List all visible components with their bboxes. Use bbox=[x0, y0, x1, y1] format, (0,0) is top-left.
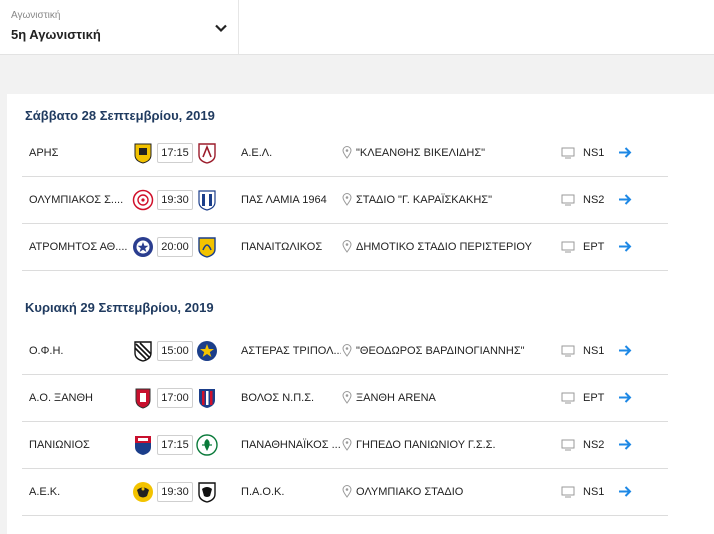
away-team: ΠΑΝΑΙΤΩΛΙΚΟΣ bbox=[241, 241, 323, 253]
panaitolikos-logo-icon bbox=[198, 237, 216, 258]
olympiacos-logo-icon bbox=[132, 189, 154, 211]
match-time: 17:15 bbox=[157, 435, 193, 455]
away-team: ΑΣΤΕΡΑΣ ΤΡΙΠΟΛ... bbox=[241, 345, 341, 357]
away-team: Α.Ε.Λ. bbox=[241, 147, 273, 159]
location-pin-icon bbox=[342, 485, 352, 498]
match-row: Ο.Φ.Η. 15:00 ΑΣΤΕΡΑΣ ΤΡΙΠΟΛ... "ΘΕΟΔΩΡΟΣ… bbox=[22, 328, 668, 375]
location-pin-icon bbox=[342, 193, 352, 206]
match-row: Α.Ε.Κ. 19:30 Π.Α.Ο.Κ. ΟΛΥΜΠΙΑΚΟ ΣΤΑΔΙΟ N… bbox=[22, 469, 668, 516]
tv-channel: ΕΡΤ bbox=[583, 392, 605, 404]
fixtures-panel: Σάββατο 28 Σεπτεμβρίου, 2019 ΑΡΗΣ 17:15 … bbox=[7, 94, 714, 534]
lamia-logo-icon bbox=[198, 190, 216, 211]
match-time: 17:15 bbox=[157, 143, 193, 163]
venue: ΟΛΥΜΠΙΑΚΟ ΣΤΑΔΙΟ bbox=[356, 486, 464, 498]
panionios-logo-icon bbox=[135, 436, 151, 455]
top-bar: Αγωνιστική 5η Αγωνιστική bbox=[0, 0, 714, 55]
tv-icon bbox=[561, 194, 575, 206]
location-pin-icon bbox=[342, 240, 352, 253]
paok-logo-icon bbox=[198, 482, 216, 503]
match-time: 20:00 bbox=[157, 237, 193, 257]
tv-icon bbox=[561, 486, 575, 498]
home-team: ΑΤΡΟΜΗΤΟΣ ΑΘ.... bbox=[29, 241, 128, 253]
atromitos-logo-icon bbox=[133, 237, 153, 257]
tv-icon bbox=[561, 439, 575, 451]
away-team: ΒΟΛΟΣ Ν.Π.Σ. bbox=[241, 392, 315, 404]
tv-icon bbox=[561, 345, 575, 357]
aek-logo-icon bbox=[133, 482, 153, 502]
match-row: ΟΛΥΜΠΙΑΚΟΣ Σ.... 19:30 ΠΑΣ ΛΑΜΙΑ 1964 ΣΤ… bbox=[22, 177, 668, 224]
tv-channel: NS1 bbox=[583, 345, 605, 357]
tv-icon bbox=[561, 392, 575, 404]
match-row: ΠΑΝΙΩΝΙΟΣ 17:15 ΠΑΝΑΘΗΝΑΪΚΟΣ ... ΓΗΠΕΔΟ … bbox=[22, 422, 668, 469]
tv-channel: ΕΡΤ bbox=[583, 241, 605, 253]
tv-icon bbox=[561, 241, 575, 253]
day-heading: Κυριακή 29 Σεπτεμβρίου, 2019 bbox=[25, 300, 214, 315]
venue: ΣΤΑΔΙΟ "Γ. ΚΑΡΑΪΣΚΑΚΗΣ" bbox=[356, 194, 492, 206]
tv-channel: NS2 bbox=[583, 439, 605, 451]
arrow-right-icon[interactable] bbox=[618, 344, 632, 357]
match-row: Α.Ο. ΞΑΝΘΗ 17:00 ΒΟΛΟΣ Ν.Π.Σ. ΞΑΝΘΗ AREN… bbox=[22, 375, 668, 422]
arrow-right-icon[interactable] bbox=[618, 240, 632, 253]
venue: ΓΗΠΕΔΟ ΠΑΝΙΩΝΙΟΥ Γ.Σ.Σ. bbox=[356, 439, 496, 451]
arrow-right-icon[interactable] bbox=[618, 438, 632, 451]
chevron-down-icon[interactable] bbox=[215, 24, 227, 33]
panathinaikos-logo-icon bbox=[196, 434, 218, 456]
asteras-logo-icon bbox=[197, 341, 217, 361]
venue: ΔΗΜΟΤΙΚΟ ΣΤΑΔΙΟ ΠΕΡΙΣΤΕΡΙΟΥ bbox=[356, 241, 532, 253]
ofi-logo-icon bbox=[134, 341, 152, 362]
match-time: 15:00 bbox=[157, 341, 193, 361]
aris-logo-icon bbox=[134, 143, 152, 164]
home-team: Α.Ο. ΞΑΝΘΗ bbox=[29, 392, 93, 404]
home-team: Α.Ε.Κ. bbox=[29, 486, 61, 498]
xanthi-logo-icon bbox=[135, 388, 151, 409]
arrow-right-icon[interactable] bbox=[618, 193, 632, 206]
match-time: 19:30 bbox=[157, 190, 193, 210]
venue: "ΚΛΕΑΝΘΗΣ ΒΙΚΕΛΙΔΗΣ" bbox=[356, 147, 486, 159]
tv-channel: NS1 bbox=[583, 486, 605, 498]
match-row: ΑΤΡΟΜΗΤΟΣ ΑΘ.... 20:00 ΠΑΝΑΙΤΩΛΙΚΟΣ ΔΗΜΟ… bbox=[22, 224, 668, 271]
round-select-value: 5η Αγωνιστική bbox=[11, 27, 101, 42]
tv-channel: NS1 bbox=[583, 147, 605, 159]
home-team: ΠΑΝΙΩΝΙΟΣ bbox=[29, 439, 90, 451]
tv-icon bbox=[561, 147, 575, 159]
away-team: Π.Α.Ο.Κ. bbox=[241, 486, 285, 498]
venue: "ΘΕΟΔΩΡΟΣ ΒΑΡΔΙΝΟΓΙΑΝΝΗΣ" bbox=[356, 345, 525, 357]
arrow-right-icon[interactable] bbox=[618, 485, 632, 498]
location-pin-icon bbox=[342, 146, 352, 159]
arrow-right-icon[interactable] bbox=[618, 146, 632, 159]
round-select[interactable]: Αγωνιστική 5η Αγωνιστική bbox=[0, 0, 239, 54]
home-team: Ο.Φ.Η. bbox=[29, 345, 64, 357]
match-time: 17:00 bbox=[157, 388, 193, 408]
home-team: ΑΡΗΣ bbox=[29, 147, 59, 159]
arrow-right-icon[interactable] bbox=[618, 391, 632, 404]
ael-logo-icon bbox=[198, 143, 216, 164]
volos-logo-icon bbox=[199, 389, 215, 408]
day-heading: Σάββατο 28 Σεπτεμβρίου, 2019 bbox=[25, 108, 215, 123]
match-row: ΑΡΗΣ 17:15 Α.Ε.Λ. "ΚΛΕΑΝΘΗΣ ΒΙΚΕΛΙΔΗΣ" N… bbox=[22, 130, 668, 177]
away-team: ΠΑΝΑΘΗΝΑΪΚΟΣ ... bbox=[241, 439, 341, 451]
match-time: 19:30 bbox=[157, 482, 193, 502]
location-pin-icon bbox=[342, 391, 352, 404]
location-pin-icon bbox=[342, 344, 352, 357]
home-team: ΟΛΥΜΠΙΑΚΟΣ Σ.... bbox=[29, 194, 124, 206]
away-team: ΠΑΣ ΛΑΜΙΑ 1964 bbox=[241, 194, 327, 206]
location-pin-icon bbox=[342, 438, 352, 451]
venue: ΞΑΝΘΗ ARENA bbox=[356, 392, 436, 404]
tv-channel: NS2 bbox=[583, 194, 605, 206]
round-select-label: Αγωνιστική bbox=[11, 10, 61, 21]
